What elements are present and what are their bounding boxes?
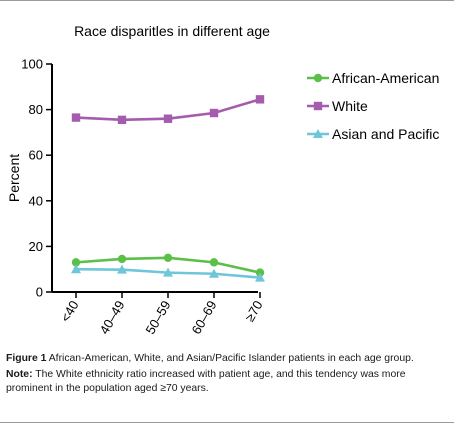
data-point-asian-and-pacific bbox=[117, 264, 127, 274]
bottom-rule bbox=[0, 422, 454, 423]
data-point-white bbox=[117, 115, 127, 125]
data-point-african-american bbox=[163, 253, 173, 262]
data-point-white bbox=[71, 113, 81, 122]
y-tick-label: 40 bbox=[29, 193, 43, 208]
figure-label: Figure 1 bbox=[6, 353, 47, 364]
data-point-asian-and-pacific bbox=[209, 268, 219, 278]
y-tick-label: 100 bbox=[21, 57, 43, 72]
data-point-african-american bbox=[71, 258, 81, 267]
data-point-white bbox=[255, 95, 265, 104]
y-axis-title: Percent bbox=[6, 154, 22, 202]
y-tick-label: 60 bbox=[29, 148, 43, 163]
x-tick-label: 60–69 bbox=[189, 298, 220, 337]
line-chart: Race disparitles in different age 0 20 40 60… bbox=[6, 23, 439, 337]
legend-marker-african-american bbox=[313, 73, 323, 83]
note-text: The White ethnicity ratio increased with… bbox=[6, 368, 406, 395]
data-point-asian-and-pacific bbox=[163, 267, 173, 277]
data-point-asian-and-pacific bbox=[71, 264, 81, 274]
x-tick-label: 40–49 bbox=[97, 298, 128, 337]
x-tick-label: <40 bbox=[58, 298, 82, 325]
figure-text: African-American, White, and Asian/Pacif… bbox=[48, 353, 414, 364]
data-point-african-american bbox=[117, 254, 127, 264]
y-tick-label: 20 bbox=[29, 239, 43, 254]
data-point-african-american bbox=[209, 258, 219, 267]
y-tick-label: 80 bbox=[29, 102, 43, 117]
x-tick-label: ≥70 bbox=[242, 298, 266, 324]
data-point-white bbox=[209, 108, 219, 118]
legend-label-white: White bbox=[332, 98, 368, 114]
legend-label-african-american: African-American bbox=[332, 70, 439, 86]
y-tick-label: 0 bbox=[36, 285, 43, 300]
figure-caption: Figure 1 African-American, White, and As… bbox=[6, 352, 446, 398]
x-tick-label: 50–59 bbox=[143, 298, 174, 337]
top-rule bbox=[0, 0, 454, 1]
data-point-asian-and-pacific bbox=[255, 272, 265, 282]
legend-label-asian-and-pacific: Asian and Pacific bbox=[332, 126, 439, 142]
data-point-white bbox=[163, 114, 173, 123]
data-point-african-american bbox=[255, 268, 265, 277]
legend-marker-asian-and-pacific bbox=[313, 129, 323, 138]
chart-title: Race disparitles in different age bbox=[74, 23, 270, 39]
legend-marker-white bbox=[313, 101, 323, 111]
note-label: Note: bbox=[6, 368, 33, 380]
